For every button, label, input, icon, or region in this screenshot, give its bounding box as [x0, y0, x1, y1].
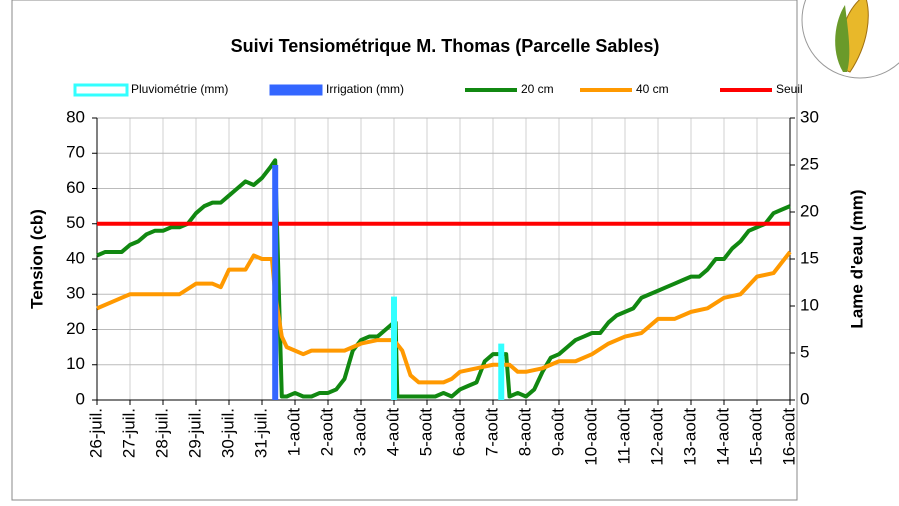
y-tick-label: 0	[76, 389, 85, 408]
y-tick-label: 20	[66, 319, 85, 338]
legend-label: Seuil	[776, 82, 803, 96]
legend-label: Irrigation (mm)	[326, 82, 404, 96]
y-axis-label: Tension (cb)	[27, 209, 46, 309]
bar	[272, 165, 279, 400]
y2-tick-label: 15	[800, 248, 819, 267]
chart-title: Suivi Tensiométrique M. Thomas (Parcelle…	[231, 36, 660, 56]
x-tick-label: 11-août	[614, 408, 633, 465]
y2-tick-label: 0	[800, 389, 809, 408]
y2-tick-label: 30	[800, 107, 819, 126]
x-tick-label: 15-août	[746, 408, 765, 466]
x-tick-label: 10-août	[581, 408, 600, 466]
y-tick-label: 40	[66, 248, 85, 267]
x-tick-label: 30-juil.	[218, 408, 237, 458]
y2-tick-label: 25	[800, 154, 819, 173]
x-tick-label: 13-août	[680, 408, 699, 466]
y-tick-label: 70	[66, 143, 85, 162]
x-tick-label: 3-août	[350, 408, 369, 456]
y-tick-label: 10	[66, 354, 85, 373]
y-tick-label: 30	[66, 284, 85, 303]
bar	[391, 296, 397, 400]
y-tick-label: 60	[66, 178, 85, 197]
chart-frame	[11, 0, 798, 501]
legend-label: 40 cm	[636, 82, 669, 96]
x-tick-label: 1-août	[284, 408, 303, 456]
x-tick-label: 5-août	[416, 408, 435, 456]
x-tick-label: 12-août	[647, 408, 666, 466]
x-tick-label: 4-août	[383, 408, 402, 456]
legend-swatch	[269, 84, 323, 96]
x-tick-label: 16-août	[779, 408, 798, 466]
y-tick-label: 80	[66, 107, 85, 126]
corn-icon	[801, 0, 899, 79]
x-tick-label: 8-août	[515, 408, 534, 456]
x-tick-label: 14-août	[713, 408, 732, 466]
legend-swatch	[73, 83, 129, 97]
line	[96, 158, 791, 399]
line	[96, 250, 792, 385]
x-tick-label: 27-juil.	[119, 408, 138, 458]
x-tick-label: 26-juil.	[86, 408, 105, 458]
x-tick-label: 6-août	[449, 408, 468, 456]
x-tick-label: 31-juil.	[251, 408, 270, 458]
x-tick-label: 29-juil.	[185, 408, 204, 458]
x-tick-label: 7-août	[482, 408, 501, 456]
x-tick-label: 9-août	[548, 408, 567, 456]
x-tick-label: 28-juil.	[152, 408, 171, 458]
y2-tick-label: 5	[800, 342, 809, 361]
bar	[498, 343, 505, 400]
y-tick-label: 50	[66, 213, 85, 232]
legend-label: Pluviométrie (mm)	[131, 82, 228, 96]
x-tick-label: 2-août	[317, 408, 336, 456]
y2-axis-label: Lame d'eau (mm)	[847, 189, 866, 328]
y2-tick-label: 20	[800, 201, 819, 220]
y2-tick-label: 10	[800, 295, 819, 314]
legend-label: 20 cm	[521, 82, 554, 96]
